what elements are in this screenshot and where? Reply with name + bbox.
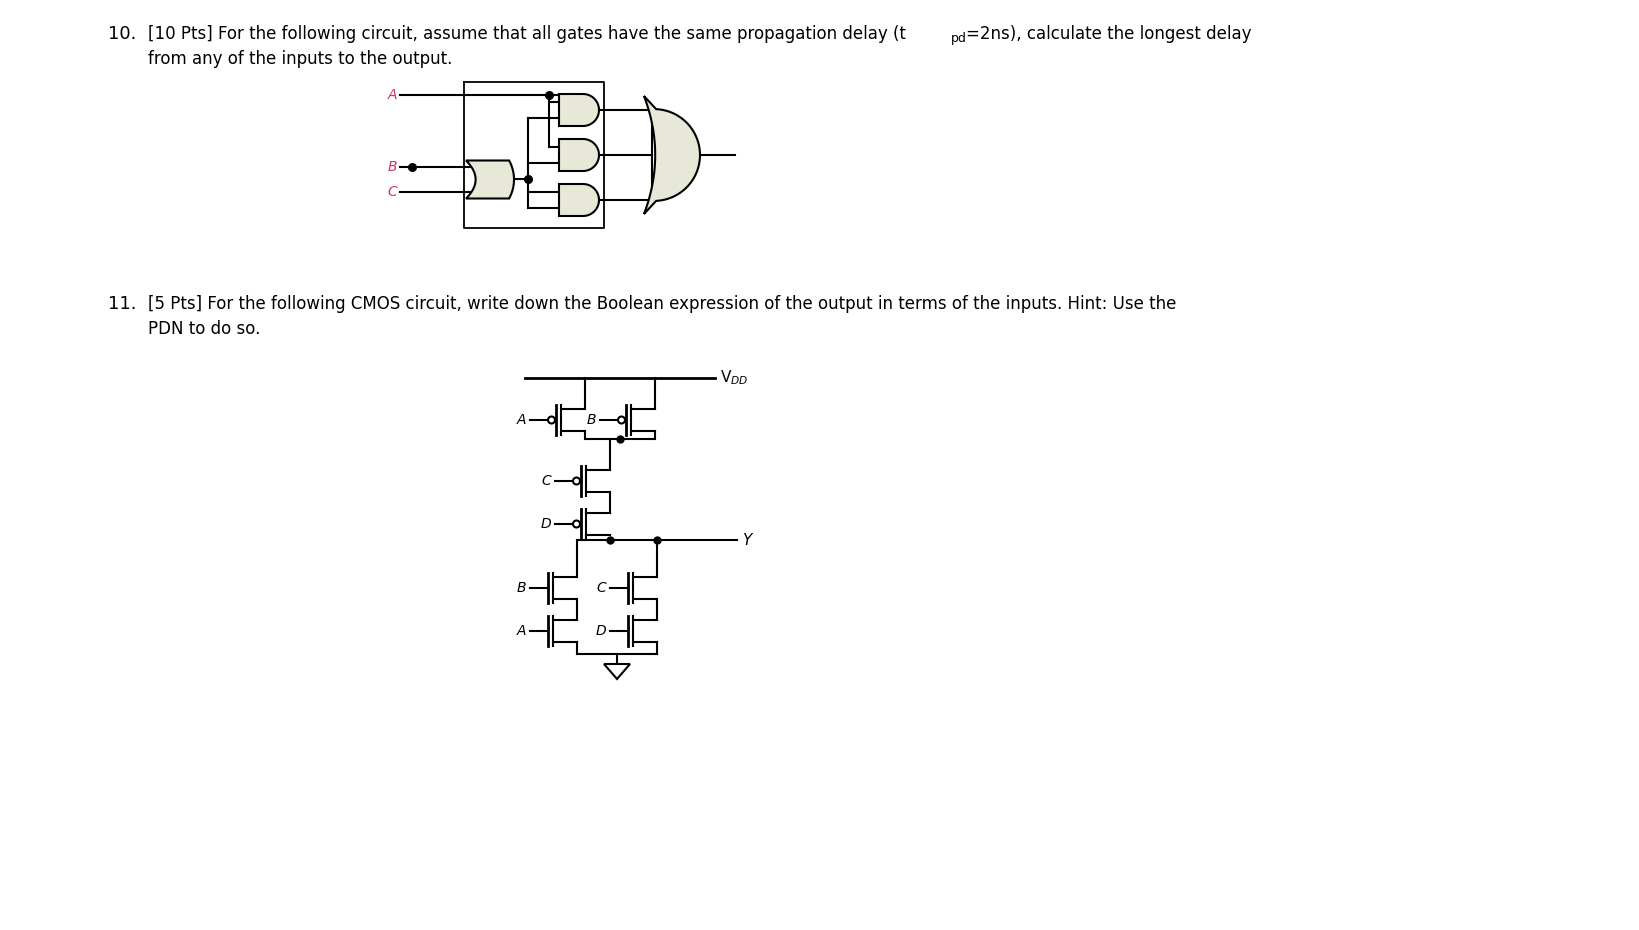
Text: Y: Y: [741, 533, 751, 548]
Text: 10.: 10.: [108, 25, 136, 43]
Text: pd: pd: [951, 32, 967, 45]
Text: B: B: [516, 581, 526, 595]
Circle shape: [618, 417, 624, 423]
Text: V$_{DD}$: V$_{DD}$: [720, 368, 747, 388]
Text: A: A: [387, 88, 397, 102]
Polygon shape: [465, 161, 513, 198]
Polygon shape: [559, 139, 598, 171]
Text: from any of the inputs to the output.: from any of the inputs to the output.: [148, 50, 452, 68]
Text: B: B: [587, 413, 595, 427]
Text: C: C: [387, 185, 397, 199]
Text: C: C: [597, 581, 606, 595]
Text: A: A: [516, 413, 526, 427]
Text: =2ns), calculate the longest delay: =2ns), calculate the longest delay: [965, 25, 1251, 43]
Text: [10 Pts] For the following circuit, assume that all gates have the same propagat: [10 Pts] For the following circuit, assu…: [148, 25, 905, 43]
Text: B: B: [387, 160, 397, 174]
Polygon shape: [559, 94, 598, 126]
Polygon shape: [603, 664, 629, 679]
Circle shape: [572, 477, 580, 485]
Polygon shape: [644, 96, 700, 214]
Circle shape: [547, 417, 554, 423]
Text: 11.: 11.: [108, 295, 136, 313]
Text: D: D: [539, 517, 551, 531]
Text: PDN to do so.: PDN to do so.: [148, 320, 261, 338]
Polygon shape: [559, 184, 598, 216]
Text: C: C: [541, 474, 551, 488]
Text: D: D: [595, 624, 606, 638]
Text: [5 Pts] For the following CMOS circuit, write down the Boolean expression of the: [5 Pts] For the following CMOS circuit, …: [148, 295, 1175, 313]
Text: A: A: [516, 624, 526, 638]
Circle shape: [572, 521, 580, 527]
